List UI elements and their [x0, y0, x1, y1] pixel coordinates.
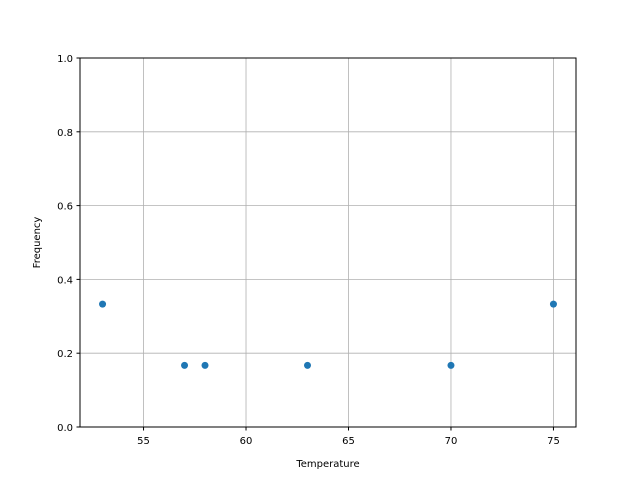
ticks: 55 60 65 70 75 0.0 0.2 0.4 0.6 0.8 1.0 — [57, 54, 560, 447]
x-tick-label: 55 — [137, 436, 150, 447]
x-tick-label: 60 — [240, 436, 253, 447]
y-tick-label: 0.0 — [57, 423, 73, 434]
data-point — [201, 361, 209, 369]
grid — [80, 57, 576, 428]
y-tick-label: 1.0 — [57, 54, 73, 65]
y-axis-label: Frequency — [32, 217, 43, 269]
data-point — [304, 361, 312, 369]
points — [99, 300, 557, 369]
y-tick-label: 0.6 — [57, 202, 73, 213]
y-tick-label: 0.8 — [57, 128, 73, 139]
x-tick-label: 65 — [342, 436, 355, 447]
y-tick-label: 0.4 — [57, 275, 73, 286]
data-point — [549, 300, 557, 308]
data-point — [181, 361, 189, 369]
x-tick-label: 75 — [547, 436, 560, 447]
data-point — [447, 361, 455, 369]
x-axis-label: Temperature — [295, 459, 359, 470]
plot-frame — [79, 57, 577, 428]
data-point — [99, 300, 107, 308]
y-tick-label: 0.2 — [57, 349, 73, 360]
x-tick-label: 70 — [445, 436, 458, 447]
